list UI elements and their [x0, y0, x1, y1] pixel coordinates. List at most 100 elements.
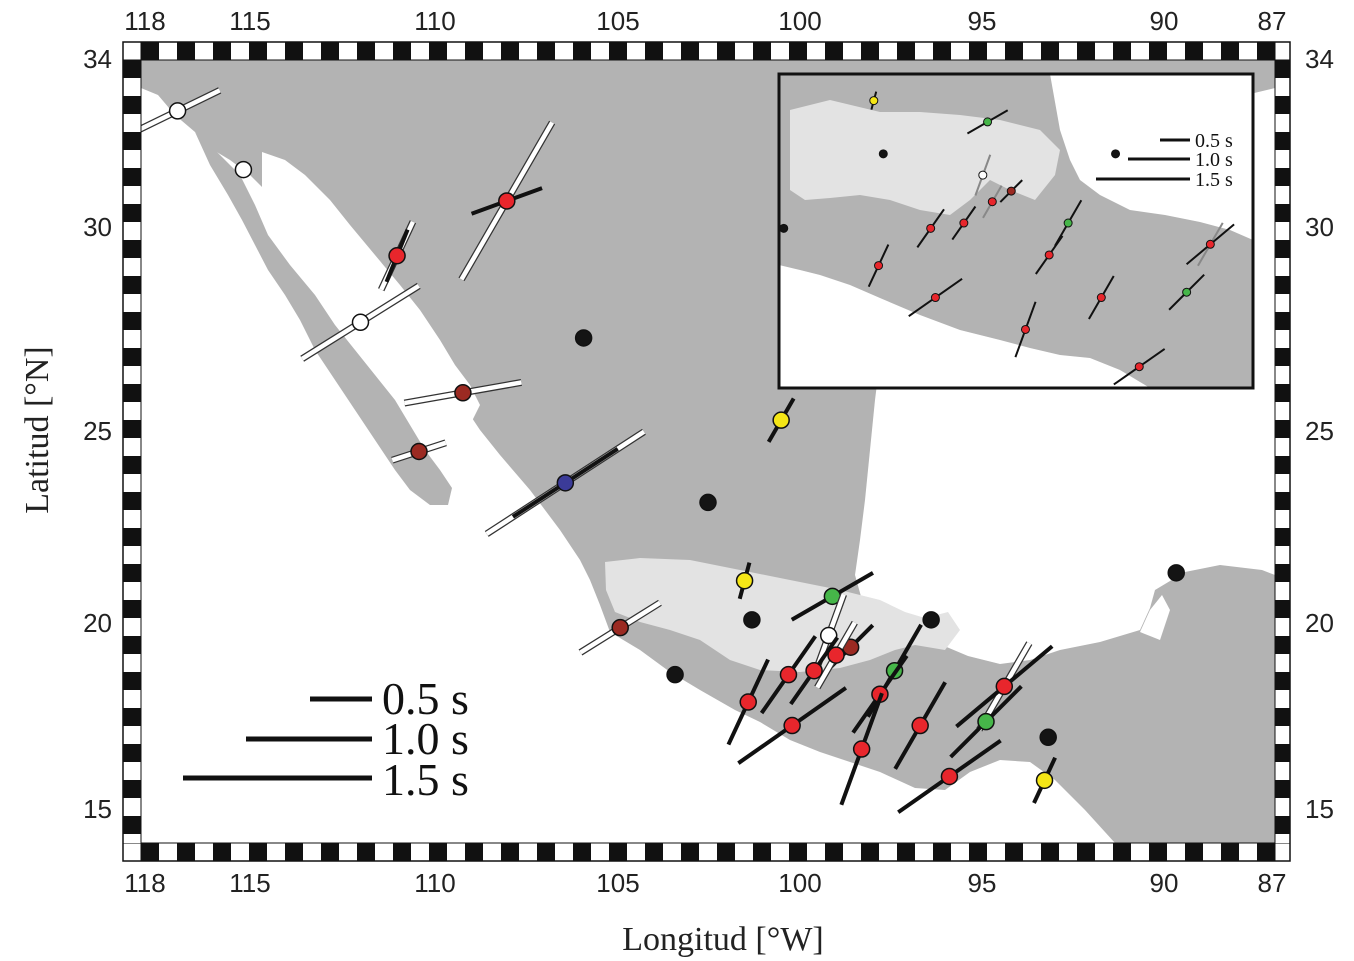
inset-station-marker — [1006, 186, 1016, 196]
frame-segment-bottom — [519, 843, 537, 861]
frame-segment-right — [1275, 276, 1290, 294]
inset-station-marker — [1020, 324, 1030, 334]
inset-station-marker — [1134, 362, 1144, 372]
x-axis-title: Longitud [°W] — [622, 921, 824, 958]
frame-segment-bottom — [339, 843, 357, 861]
frame-segment-bottom — [987, 843, 1005, 861]
frame-segment-top — [1221, 42, 1239, 60]
frame-segment-top — [321, 42, 339, 60]
frame-segment-top — [1149, 42, 1167, 60]
frame-segment-right — [1275, 618, 1290, 636]
station-marker-blue — [556, 474, 575, 492]
station-marker-white — [234, 160, 253, 179]
top-tick-118: 118 — [124, 6, 165, 36]
frame-segment-bottom — [1239, 843, 1257, 861]
station-marker-black — [922, 611, 940, 629]
frame-segment-top — [1059, 42, 1077, 60]
frame-segment-top — [735, 42, 753, 60]
station-marker-red — [995, 677, 1014, 696]
frame-segment-right — [1275, 348, 1290, 366]
frame-segment-top — [1023, 42, 1041, 60]
bottom-tick-90: 90 — [1150, 868, 1179, 898]
frame-segment-top — [465, 42, 483, 60]
frame-segment-top — [699, 42, 717, 60]
frame-segment-right — [1275, 780, 1290, 798]
inset-station-marker — [978, 170, 988, 180]
frame-segment-bottom — [465, 843, 483, 861]
right-tick-34: 34 — [1305, 44, 1334, 74]
frame-segment-left — [123, 564, 141, 582]
map-frame — [122, 41, 1291, 862]
frame-segment-top — [609, 42, 627, 60]
frame-segment-top — [861, 42, 879, 60]
bottom-tick-105: 105 — [596, 868, 639, 898]
tick-labels: 118 115 110 105 100 95 90 87 118 115 110… — [83, 6, 1334, 898]
frame-segment-top — [1095, 42, 1113, 60]
frame-segment-bottom — [303, 843, 321, 861]
frame-segment-top — [537, 42, 555, 60]
frame-segment-right — [1275, 744, 1290, 762]
frame-segment-bottom — [573, 843, 591, 861]
frame-segment-left — [123, 330, 141, 348]
frame-segment-right — [1275, 816, 1290, 834]
left-tick-20: 20 — [83, 608, 112, 638]
frame-segment-bottom — [447, 843, 465, 861]
frame-segment-top — [663, 42, 681, 60]
frame-segment-top — [789, 42, 807, 60]
frame-segment-top — [1005, 42, 1023, 60]
mainland-landmass — [141, 60, 1275, 843]
frame-segment-left — [123, 816, 141, 834]
inset-station-marker — [1096, 293, 1106, 303]
delay-legend: 0.5 s 1.0 s 1.5 s — [183, 673, 469, 805]
frame-segment-left — [123, 384, 141, 402]
frame-segment-right — [1275, 510, 1290, 528]
inset-station-layer — [779, 91, 1235, 386]
inset-station-marker — [1205, 239, 1215, 249]
frame-segment-bottom — [591, 843, 609, 861]
station-marker-black — [1039, 728, 1057, 747]
frame-segment-right — [1275, 582, 1290, 600]
inset-legend-label-0-5: 0.5 s — [1195, 130, 1233, 152]
frame-segment-bottom — [753, 843, 771, 861]
frame-segment-right — [1275, 654, 1290, 672]
frame-segment-top — [1041, 42, 1059, 60]
frame-segment-bottom — [1041, 843, 1059, 861]
frame-segment-right — [1275, 258, 1290, 276]
frame-segment-top — [843, 42, 861, 60]
frame-segment-top — [969, 42, 987, 60]
frame-segment-left — [123, 708, 141, 726]
frame-segment-top — [915, 42, 933, 60]
frame-segment-bottom — [195, 843, 213, 861]
frame-segment-right — [1275, 456, 1290, 474]
left-tick-34: 34 — [83, 44, 112, 74]
frame-segment-top — [177, 42, 195, 60]
inset-station-marker — [1063, 218, 1073, 228]
frame-segment-left — [123, 654, 141, 672]
frame-segment-left — [123, 474, 141, 492]
station-marker-red — [783, 716, 801, 735]
frame-segment-right — [1275, 438, 1290, 456]
station-marker-white — [819, 626, 838, 645]
station-marker-red — [805, 661, 823, 680]
frame-segment-bottom — [1257, 843, 1275, 861]
frame-segment-bottom — [1005, 843, 1023, 861]
frame-segment-bottom — [771, 843, 789, 861]
left-tick-15: 15 — [83, 794, 112, 824]
frame-segment-left — [123, 762, 141, 780]
frame-segment-bottom — [1167, 843, 1185, 861]
baja-california-peninsula — [195, 132, 452, 505]
frame-segment-bottom — [393, 843, 411, 861]
inset-station-marker — [930, 293, 940, 303]
frame-segment-top — [141, 42, 159, 60]
station-marker-white — [168, 102, 187, 120]
frame-segment-left — [123, 582, 141, 600]
inset-station-marker — [983, 117, 993, 127]
frame-segment-bottom — [1185, 843, 1203, 861]
frame-segment-bottom — [789, 843, 807, 861]
frame-segment-right — [1275, 690, 1290, 708]
frame-segment-right — [1275, 528, 1290, 546]
frame-segment-bottom — [807, 843, 825, 861]
frame-segment-top — [375, 42, 393, 60]
left-tick-25: 25 — [83, 416, 112, 446]
yucatan-coast — [1140, 595, 1170, 640]
